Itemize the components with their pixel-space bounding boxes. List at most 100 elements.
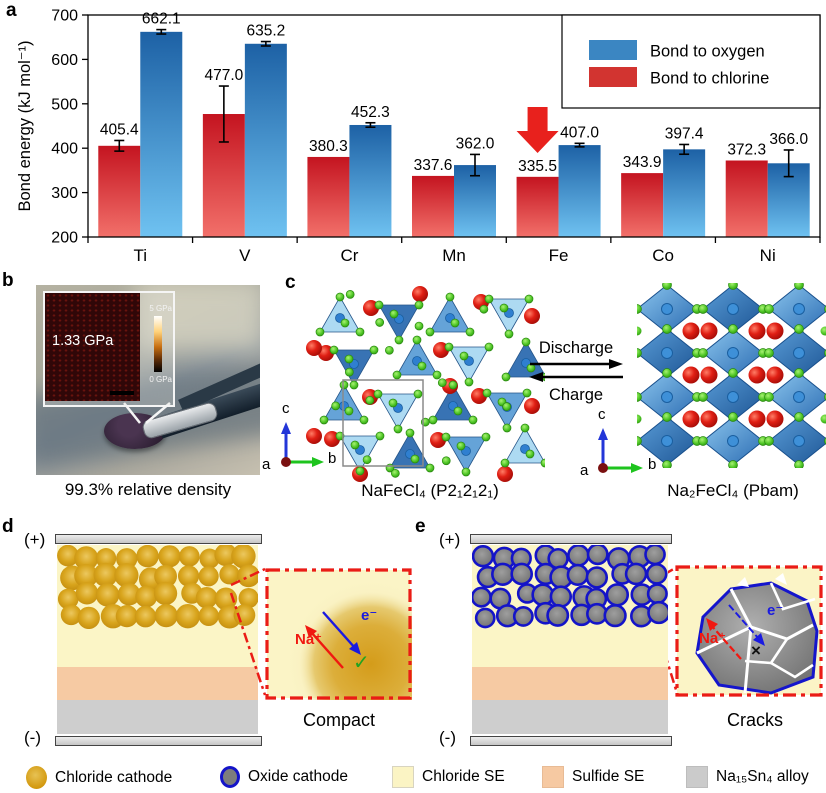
reaction-arrows (529, 359, 623, 382)
chart-text: Fe (549, 246, 569, 265)
oxide-particle (586, 545, 609, 566)
cl-atom (394, 335, 404, 345)
chart-legend-box (561, 14, 821, 109)
chloride-particle (231, 545, 256, 569)
cl-atom (468, 415, 478, 425)
chloride-particle (60, 604, 82, 626)
na-atom (682, 322, 700, 340)
fe-atom (727, 303, 739, 315)
discharge-label: Discharge (538, 339, 614, 357)
chart-text: 397.4 (665, 125, 704, 142)
cl-atom (522, 388, 532, 398)
cl-atom (461, 467, 471, 477)
cl-atom (820, 326, 826, 336)
chart-text: 335.5 (518, 158, 557, 175)
cl-atom (521, 337, 531, 347)
cl-atom (344, 354, 354, 364)
cl-atom (794, 368, 804, 378)
cl-atom (637, 414, 642, 424)
chart-text: 700 (51, 8, 78, 25)
cl-atom (441, 456, 451, 466)
oxide-particle (474, 607, 496, 629)
chloride-se-swatch (392, 766, 414, 788)
legend-chloride-cathode: Chloride cathode (26, 766, 172, 789)
chloride-cathode-particles (57, 545, 258, 629)
chart-text: Cr (340, 246, 358, 265)
cl-atom (425, 463, 435, 473)
chart-text: Mn (442, 246, 466, 265)
oxide-particle (605, 583, 630, 607)
fe-atom (661, 303, 673, 315)
cl-atom (794, 324, 804, 334)
cl-atom (637, 304, 642, 314)
cl-atom (728, 324, 738, 334)
panel-d-positive: (+) (24, 530, 46, 549)
oxide-particle (645, 563, 668, 585)
cl-atom (728, 412, 738, 422)
chloride-particle (74, 546, 99, 571)
cl-atom (502, 423, 512, 433)
cl-atom (369, 345, 379, 355)
highlight-arrow-icon (516, 107, 559, 153)
chart-text: 200 (51, 230, 78, 247)
chloride-cathode-swatch (26, 766, 47, 789)
cl-atom (698, 436, 708, 446)
alloy-layer-d (57, 700, 258, 734)
chloride-particle (134, 605, 157, 628)
cl-atom (453, 406, 463, 416)
pellet-photo: 1.33 GPa 5 GPa 0 GPa (36, 285, 260, 475)
cl-atom (414, 300, 424, 310)
cl-atom (385, 345, 394, 355)
oxide-particle (491, 562, 515, 586)
fe-atom (793, 303, 805, 315)
cl-atom (405, 428, 415, 438)
cl-atom (425, 327, 435, 337)
cl-atom (335, 431, 345, 441)
cl-atom (345, 290, 355, 299)
panel-d-label: d (2, 516, 14, 537)
electron-label-d: e⁻ (361, 607, 378, 624)
chart-text: 372.3 (727, 141, 766, 158)
na-atom (682, 410, 700, 428)
cl-atom (482, 388, 492, 398)
cl-atom (540, 458, 545, 468)
bar-Bond-to-chlorine-Fe (516, 176, 559, 237)
cl-atom (410, 454, 420, 464)
chloride-particle (75, 582, 99, 605)
cl-atom (374, 300, 384, 310)
oxide-particle (566, 563, 589, 586)
cl-atom (441, 432, 451, 442)
cl-atom (331, 401, 341, 411)
legend-label: Chloride cathode (55, 768, 173, 786)
chloride-particle (233, 604, 256, 626)
compact-inset: Na⁺ e⁻ ✓ (265, 568, 412, 700)
colorbar (154, 316, 162, 372)
cl-atom (464, 377, 474, 387)
chart-text: 366.0 (769, 131, 808, 148)
bar-Bond-to-oxygen-Cr (349, 124, 392, 237)
na2fecl4-label: Na₂FeCl₄ (Pbam) (667, 481, 799, 500)
fe-atom (793, 347, 805, 359)
chart-text: 452.3 (351, 104, 390, 121)
cracks-inset: Na⁺ e⁻ × (675, 565, 823, 697)
chloride-particle (136, 545, 159, 568)
cl-atom (728, 368, 738, 378)
fe-atom (793, 435, 805, 447)
cl-atom (450, 318, 460, 328)
fe-atom (727, 391, 739, 403)
unit-cell-box (342, 379, 424, 467)
na-atom (524, 398, 540, 414)
na-atom (700, 366, 718, 384)
plot-frame (87, 14, 821, 238)
cl-atom (392, 370, 402, 380)
chloride-particle (154, 604, 178, 628)
panel-e-negative: (-) (439, 728, 456, 747)
chloride-particle (158, 545, 181, 568)
legend-label: Na₁₅Sn₄ alloy (716, 768, 809, 785)
cl-atom (479, 304, 489, 314)
sulfide-se-layer-e (472, 667, 668, 700)
chloride-particle (116, 548, 138, 570)
chloride-particle (115, 605, 138, 628)
x-mark: × (751, 641, 761, 660)
